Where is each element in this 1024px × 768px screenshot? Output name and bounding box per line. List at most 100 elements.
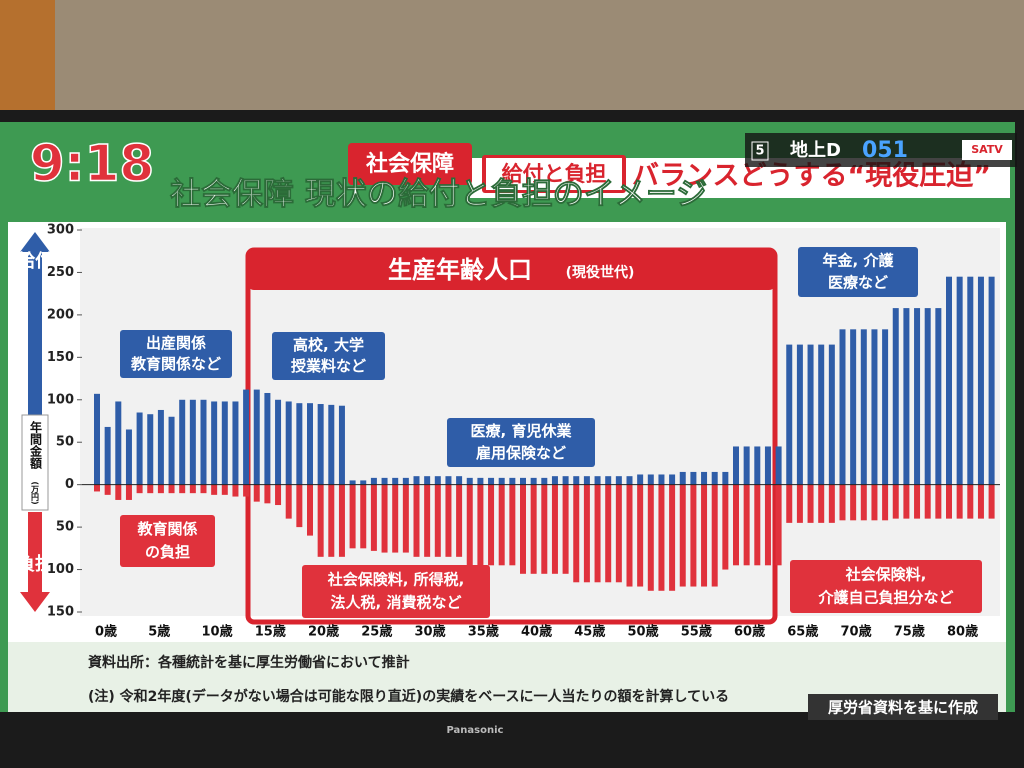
channel-num-box — [751, 141, 769, 161]
y-label: 年間金額 — [29, 420, 43, 470]
bar — [349, 480, 356, 485]
bar — [796, 344, 803, 485]
bar — [935, 484, 942, 519]
bar — [786, 484, 793, 523]
bar — [892, 308, 899, 485]
annotation-box — [302, 565, 490, 618]
bar — [903, 484, 910, 519]
bar — [573, 476, 580, 485]
annotation-box — [272, 332, 385, 380]
bar — [328, 484, 335, 557]
bar — [988, 276, 995, 485]
y-tick-label: 50 — [56, 435, 74, 450]
bar — [307, 403, 313, 485]
bar — [125, 484, 132, 500]
bar — [275, 484, 282, 506]
bar — [658, 474, 665, 485]
bar — [211, 401, 218, 485]
bar — [520, 477, 526, 485]
x-tick-label: 10歳 — [202, 624, 233, 640]
annotation-text: 高校, 大学 — [293, 336, 364, 354]
bar — [562, 476, 569, 485]
bar — [147, 484, 154, 494]
bar — [488, 484, 495, 566]
bar — [914, 484, 921, 519]
bar — [296, 484, 303, 528]
bar — [115, 484, 122, 500]
bar — [562, 484, 569, 574]
bar — [189, 484, 196, 494]
x-tick-label: 35歳 — [468, 624, 499, 640]
y-tick-label: 100 — [47, 392, 74, 407]
annotation-text: 雇用保険など — [476, 444, 566, 462]
annotation-text: 社会保険料, — [845, 565, 927, 583]
bar — [764, 484, 771, 566]
bar — [264, 484, 271, 504]
bar — [818, 484, 825, 523]
bar — [775, 484, 782, 566]
annotation-text: 介護自己負担分など — [817, 589, 953, 607]
bar — [466, 484, 473, 566]
bar — [615, 476, 622, 485]
bar — [296, 403, 303, 485]
bar — [498, 477, 505, 485]
bar — [424, 476, 431, 485]
bar — [946, 276, 952, 485]
y-tick-label: 150 — [47, 350, 74, 365]
source: 資料出所：各種統計を基に厚生労働省において推計 — [88, 654, 410, 671]
bar — [157, 484, 164, 494]
bar — [243, 484, 250, 497]
bar — [701, 484, 708, 587]
x-tick-label: 60歳 — [734, 624, 765, 640]
x-tick-label: 80歳 — [947, 624, 978, 640]
y-label-bottom: 負担 — [17, 553, 53, 575]
bar — [935, 308, 942, 485]
bar — [796, 484, 803, 523]
station-logo — [962, 140, 1012, 160]
y-tick-label: 0 — [65, 477, 74, 492]
bar — [189, 399, 196, 485]
annotation-text: 法人税, 消費税など — [331, 594, 462, 612]
x-tick-label: 40歳 — [521, 624, 552, 640]
bar — [775, 446, 782, 485]
bar — [754, 484, 761, 566]
bar — [381, 484, 388, 553]
tag: 社会保障 — [366, 151, 454, 177]
bar — [850, 329, 857, 485]
bar — [328, 404, 335, 485]
bars: 150 100 50 0 50 100 150 200 250 300 0歳 5歳 10歳 15歳 20歳 2… — [47, 223, 1000, 640]
annotation-box — [798, 247, 918, 297]
x-tick-label: 15歳 — [255, 624, 286, 640]
bar — [839, 484, 846, 521]
bar — [317, 404, 324, 485]
annotation-box — [120, 515, 215, 567]
brand: Panasonic — [447, 725, 504, 736]
bar — [722, 484, 729, 570]
channel: 051 — [862, 138, 908, 163]
bar — [903, 308, 910, 485]
bar — [946, 484, 952, 519]
bar — [338, 405, 345, 485]
benefit-arrow — [20, 232, 50, 478]
bar — [594, 484, 601, 583]
annotation-text: 出産関係 — [146, 334, 206, 352]
bar — [871, 484, 878, 521]
bar — [94, 393, 100, 485]
bar — [456, 484, 463, 557]
bar — [647, 484, 654, 591]
bar — [392, 477, 399, 485]
x-tick-label: 75歳 — [894, 624, 925, 640]
bar — [147, 414, 154, 485]
bar — [370, 484, 377, 551]
y-label-top: 給付 — [17, 250, 53, 272]
station: SATV — [971, 143, 1003, 156]
bar — [541, 484, 548, 574]
bar — [360, 480, 367, 485]
bar — [434, 484, 441, 557]
bar — [360, 484, 367, 549]
bar — [243, 389, 250, 485]
bar — [530, 484, 537, 574]
bar — [605, 484, 612, 583]
bar — [285, 401, 292, 485]
bar — [317, 484, 324, 557]
